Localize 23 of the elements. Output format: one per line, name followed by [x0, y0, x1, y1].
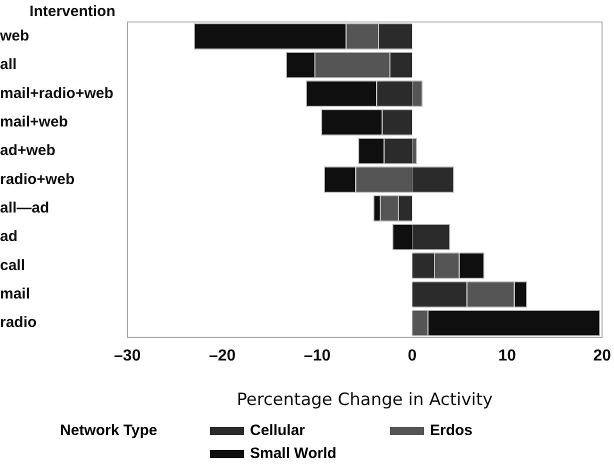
- y-axis-title: Intervention: [30, 3, 116, 20]
- x-tick-label: 20: [593, 347, 612, 364]
- x-tick-label: –30: [114, 347, 141, 364]
- x-tick-label: 0: [408, 347, 417, 364]
- y-tick-label: radio+web: [0, 170, 75, 188]
- legend-label: Erdos: [430, 422, 473, 439]
- y-tick-label: ad: [0, 228, 18, 246]
- legend-label: Small World: [250, 445, 336, 462]
- legend-label: Cellular: [250, 422, 306, 439]
- y-tick-label: web: [0, 27, 30, 44]
- y-tick-label: mail+radio+web: [0, 84, 114, 102]
- y-tick-label: radio: [0, 314, 37, 332]
- x-axis-title: Percentage Change in Activity: [236, 390, 493, 410]
- legend-title: Network Type: [60, 422, 158, 439]
- y-tick-label: all: [0, 56, 17, 74]
- y-tick-label: all—ad: [0, 200, 50, 217]
- y-tick-label: mail: [0, 286, 30, 303]
- y-tick-label: mail+web: [0, 113, 68, 130]
- x-tick-label: 10: [498, 347, 516, 364]
- y-tick-label: call: [0, 256, 26, 274]
- y-tick-label: ad+web: [0, 142, 56, 160]
- x-tick-label: –20: [208, 347, 236, 364]
- x-tick-label: –10: [304, 347, 331, 364]
